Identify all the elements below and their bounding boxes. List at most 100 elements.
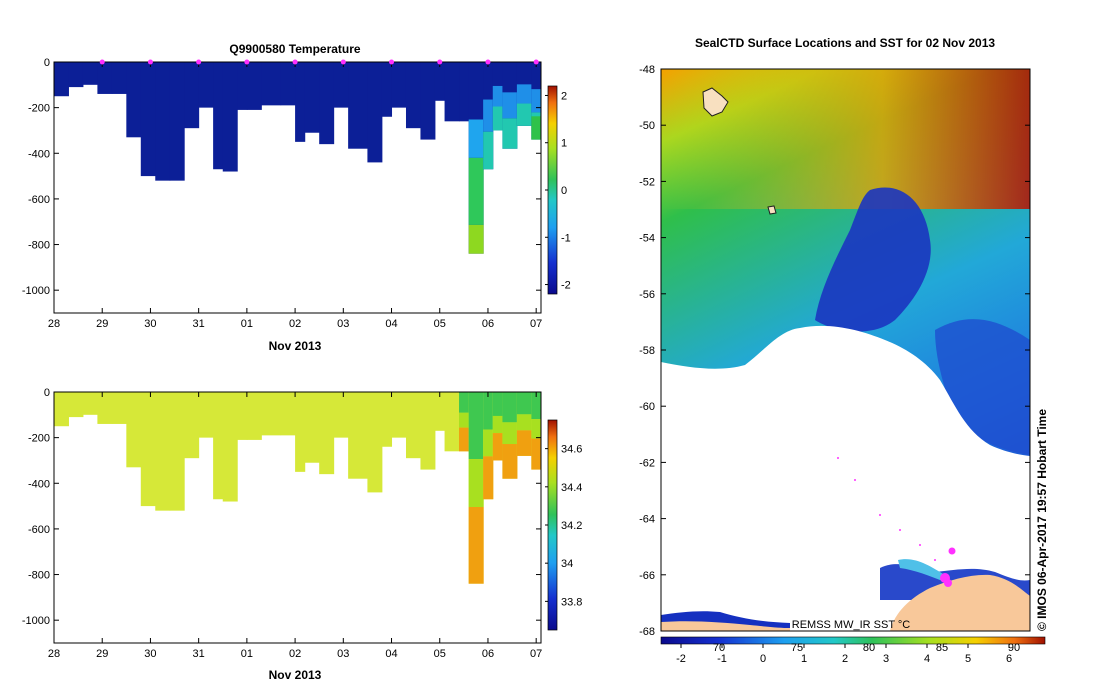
map-colorbar-top-label: 80	[863, 642, 875, 654]
salinity-x-axis: 28 29 30 31 01 02 03 04 05 06 07	[48, 392, 542, 660]
temperature-profile-cell	[319, 62, 335, 145]
temperature-xlabel: Nov 2013	[269, 339, 322, 353]
temperature-profile-cell	[140, 62, 156, 177]
salinity-profile-cell	[295, 392, 306, 472]
colorbar-tick-label: -1	[561, 232, 571, 244]
salinity-profile-cell	[213, 392, 224, 500]
temperature-profile-cell	[444, 62, 460, 122]
salinity-profile-cell	[502, 422, 518, 445]
temperature-y-axis: 0 -200 -400 -600 -800 -1000	[22, 57, 541, 297]
salinity-profile-cell	[169, 392, 185, 511]
temperature-profile-cell	[381, 62, 393, 117]
profile-surface-marker	[485, 59, 491, 65]
temperature-profile-cell	[468, 157, 484, 225]
salinity-profile-cell	[155, 392, 171, 511]
temperature-profile-cell	[492, 106, 503, 131]
salinity-profile-cell	[82, 392, 98, 415]
temperature-profile-cell	[97, 62, 113, 94]
temperature-profile-cell	[420, 62, 436, 140]
salinity-profile-cell	[420, 392, 436, 470]
map-y-tick-label: -48	[639, 64, 655, 76]
temperature-profile-cell	[516, 103, 532, 126]
colorbar-tick-label: 1	[561, 138, 567, 150]
colorbar-tick-label: 33.8	[561, 596, 582, 608]
salinity-profile-cell	[483, 392, 494, 430]
y-tick-label: -600	[28, 194, 50, 206]
salinity-profile-cell	[468, 392, 484, 460]
map-colorbar-tick-label: 4	[924, 653, 930, 665]
temperature-data-cells	[54, 62, 542, 254]
colorbar-tick-label: 34.2	[561, 520, 582, 532]
temperature-profile-cell	[222, 62, 238, 172]
salinity-profile-cell	[126, 392, 142, 468]
y-tick-label: -200	[28, 103, 50, 115]
map-colorbar-tick-label: 2	[842, 653, 848, 665]
temperature-profile-cell	[169, 62, 185, 181]
coastal-warm-strip	[898, 559, 945, 582]
profile-surface-marker	[147, 59, 153, 65]
temperature-profile-cell	[483, 99, 494, 132]
x-tick-label: 30	[144, 648, 156, 660]
temperature-profile-cell	[459, 62, 470, 122]
salinity-frame	[53, 391, 542, 644]
map-y-tick-label: -68	[639, 626, 655, 638]
map-title: SealCTD Surface Locations and SST for 02…	[695, 36, 995, 50]
seal-track-dot	[934, 559, 936, 561]
y-tick-label: -600	[28, 524, 50, 536]
map-colorbar-top-label: 70	[713, 642, 725, 654]
profile-surface-marker	[437, 59, 443, 65]
x-tick-label: 01	[241, 318, 253, 330]
profile-surface-marker	[99, 59, 105, 65]
temperature-profile-cell	[261, 62, 282, 106]
temperature-profile-cell	[237, 62, 248, 110]
salinity-profile-cell	[246, 392, 262, 440]
temperature-profile-cell	[304, 62, 320, 133]
temperature-profile-cell	[502, 92, 518, 119]
salinity-profile-cell	[516, 414, 532, 431]
map-y-tick-label: -60	[639, 401, 655, 413]
salinity-profile-cell	[516, 430, 532, 456]
temperature-profile-cell	[492, 85, 503, 107]
x-tick-label: 29	[96, 318, 108, 330]
seal-track-dot	[919, 544, 921, 546]
salinity-profile-cell	[111, 392, 127, 424]
x-tick-label: 02	[289, 318, 301, 330]
x-tick-label: 06	[482, 648, 494, 660]
y-tick-label: -1000	[22, 615, 50, 627]
salinity-profile-cell	[97, 392, 113, 424]
map-y-axis: -48 -50 -52 -54 -56 -58 -60 -62 -64 -66 -68	[639, 64, 1030, 638]
seal-track	[837, 457, 956, 587]
salinity-profile-cell	[483, 456, 494, 500]
map-colorbar-top-label: 75	[791, 642, 803, 654]
salinity-profile-cell	[434, 392, 446, 431]
y-tick-label: -800	[28, 240, 50, 252]
salinity-profile-cell	[516, 392, 532, 415]
salinity-profile-cell	[261, 392, 282, 436]
seal-track-dot	[854, 479, 856, 481]
map-y-tick-label: -64	[639, 514, 655, 526]
temperature-profile-cell	[126, 62, 142, 138]
colorbar-tick-label: 34.6	[561, 444, 582, 456]
salinity-profile-cell	[531, 392, 542, 420]
island-1	[702, 87, 729, 117]
seal-track-dot	[899, 529, 901, 531]
x-tick-label: 04	[385, 318, 397, 330]
no-data-region	[661, 325, 1030, 631]
sst-map: SealCTD Surface Locations and SST for 02…	[639, 36, 1049, 665]
temperature-profile-cell	[68, 62, 84, 88]
map-colorbar-top-label: 90	[1008, 642, 1020, 654]
temperature-profile-cell	[155, 62, 171, 181]
seal-position-marker	[948, 547, 956, 555]
map-y-tick-label: -54	[639, 233, 655, 245]
profile-surface-marker	[292, 59, 298, 65]
map-colorbar	[660, 636, 1046, 645]
colorbar-tick-label: 34	[561, 558, 573, 570]
salinity-profile-cell	[391, 392, 407, 438]
x-tick-label: 01	[241, 648, 253, 660]
map-colorbar-top-label: 85	[936, 642, 948, 654]
map-y-tick-label: -58	[639, 345, 655, 357]
salinity-profile-cell	[468, 507, 484, 584]
map-copyright: © IMOS 06-Apr-2017 19:57 Hobart Time	[1035, 409, 1049, 631]
map-colorbar-tick-label: -2	[676, 653, 686, 665]
